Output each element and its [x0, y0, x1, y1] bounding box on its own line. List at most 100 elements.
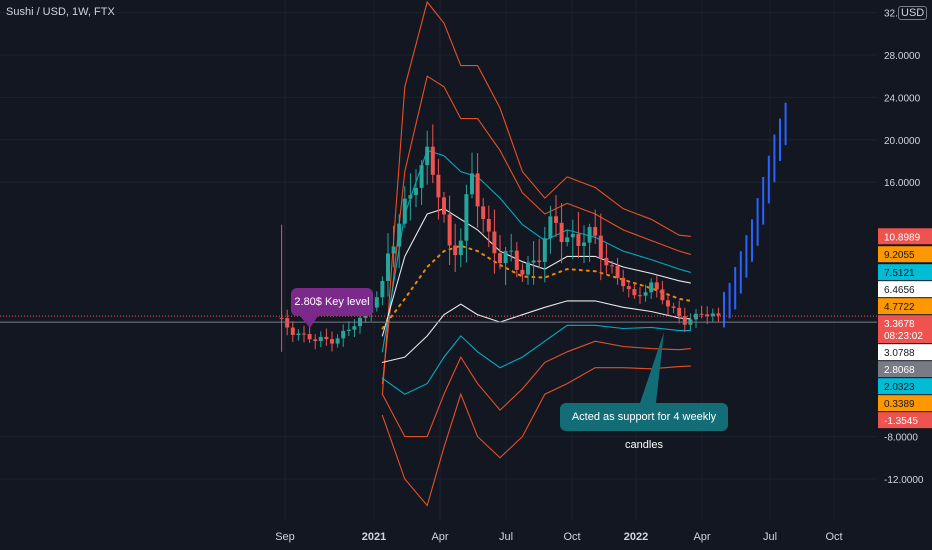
candle-body: [402, 198, 407, 224]
price-tag: [878, 315, 932, 344]
candle-body: [554, 216, 558, 223]
candle-body: [699, 313, 704, 315]
candle-body: [425, 146, 430, 166]
y-tick-label: 16.0000: [884, 178, 921, 189]
callout-pointers: [300, 316, 664, 403]
candle-body: [436, 174, 441, 198]
candle-body: [638, 295, 642, 297]
candle-body: [346, 329, 351, 331]
band-line: [381, 300, 691, 363]
candle-body: [531, 260, 536, 263]
price-tag: [878, 412, 932, 429]
candle-body: [576, 234, 581, 246]
band-line: [381, 0, 691, 395]
band-line: [381, 365, 691, 507]
band-line: [381, 75, 691, 385]
x-tick-label: 2021: [362, 531, 386, 543]
x-tick-label: Jul: [499, 531, 513, 543]
candle-body: [290, 327, 295, 335]
price-tag: [878, 378, 932, 395]
price-lines: [0, 315, 877, 323]
candle-body: [582, 242, 586, 246]
price-tag-label: 0.3389: [884, 399, 915, 410]
y-tick-label: -8.0000: [884, 433, 918, 444]
price-tag: [878, 228, 932, 245]
price-tag: [878, 298, 932, 315]
candle-body: [324, 336, 329, 340]
band-line: [381, 208, 691, 337]
candle-body: [660, 289, 665, 301]
candle-body: [548, 216, 553, 239]
x-tick-labels: Sep 2021 Apr Jul Oct 2022 Apr Jul Oct: [275, 531, 842, 543]
band-line: [381, 340, 691, 438]
price-tag: [878, 344, 932, 361]
support-pointer: [640, 332, 664, 403]
candle-body: [408, 195, 413, 199]
price-tag: [878, 264, 932, 281]
candle-body: [475, 173, 480, 207]
candle-body: [391, 246, 396, 254]
y-tick-label: -12.0000: [884, 475, 924, 486]
candle-body: [598, 235, 603, 258]
price-tag-label: 10.8989: [884, 232, 921, 243]
price-tag-label: 4.7722: [884, 302, 915, 313]
price-tags: 10.8989 9.2055 7.5121 6.4656 4.7722 3.367808:…: [878, 228, 932, 429]
candle-body: [514, 250, 519, 270]
x-tick-label: Sep: [275, 531, 295, 543]
band-line: [381, 324, 691, 395]
price-tag-label: 7.5121: [884, 268, 915, 279]
candle-body: [520, 269, 525, 275]
candle-body: [671, 306, 676, 308]
candle-body: [682, 316, 687, 325]
candle-body: [677, 307, 682, 317]
currency-button[interactable]: USD: [898, 6, 928, 20]
chart-title: Sushi / USD, 1W, FTX: [6, 6, 115, 18]
candle-body: [481, 206, 486, 219]
candle-body: [526, 262, 530, 275]
candle-body: [380, 281, 385, 298]
price-tag-label: 2.0323: [884, 382, 915, 393]
x-tick-label: Jul: [763, 531, 777, 543]
candle-body: [643, 292, 648, 296]
x-tick-label: Apr: [693, 531, 710, 543]
candle-body: [302, 333, 306, 335]
candle-body: [621, 277, 626, 287]
support-callout[interactable]: Acted as support for 4 weekly candles: [560, 403, 728, 451]
candle-body: [570, 234, 575, 238]
candle-body: [330, 339, 334, 344]
candle-body: [447, 214, 452, 246]
time-axis[interactable]: [0, 520, 877, 550]
x-tick-label: Apr: [431, 531, 448, 543]
candle-body: [341, 330, 346, 339]
candle-body: [716, 313, 721, 316]
candle-body: [285, 318, 290, 328]
candle-body: [587, 227, 592, 243]
price-tag-label: 9.2055: [884, 250, 915, 261]
candle-body: [414, 187, 418, 196]
price-tag-label: 3.3678: [884, 319, 915, 330]
candle-body: [470, 173, 474, 195]
y-tick-label: 28.0000: [884, 51, 921, 62]
price-tag: [878, 361, 932, 378]
candle-body: [632, 289, 637, 296]
candle-body: [705, 314, 710, 317]
candle-body: [537, 260, 542, 262]
candle-body: [464, 194, 469, 241]
candle-body: [453, 245, 458, 256]
candle-body: [542, 238, 547, 262]
x-tick-label: 2022: [624, 531, 648, 543]
candle-body: [335, 338, 340, 344]
price-tag-label: -1.3545: [884, 416, 918, 427]
price-tag: [878, 246, 932, 263]
candle-body: [604, 257, 609, 266]
candle-body: [492, 231, 497, 254]
candle-body: [503, 251, 508, 263]
key-level-callout[interactable]: 2.80$ Key level: [291, 288, 373, 316]
price-tag-label: 6.4656: [884, 285, 915, 296]
candle-body: [442, 197, 446, 215]
candle-body: [710, 313, 715, 317]
key-level-pointer: [300, 316, 318, 328]
candle-body: [318, 336, 323, 342]
